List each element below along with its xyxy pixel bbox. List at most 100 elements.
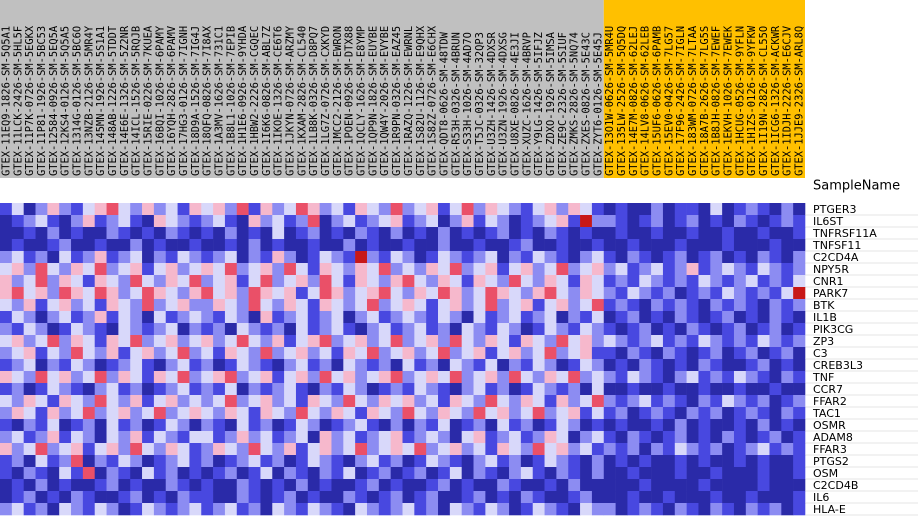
cell (177, 335, 190, 348)
cell (580, 263, 593, 276)
cell (722, 263, 735, 276)
cell (722, 491, 735, 504)
cell (47, 407, 60, 420)
cell (82, 503, 96, 516)
cell (473, 347, 486, 360)
cell (295, 203, 309, 216)
cell (651, 239, 664, 252)
cell (603, 299, 616, 312)
cell (532, 203, 545, 216)
cell (733, 407, 747, 420)
cell (402, 287, 415, 300)
sample-label: GTEX-1B8L1-1026-SM-7EPIB (225, 26, 237, 176)
cell (284, 467, 297, 480)
cell (556, 371, 569, 384)
cell (23, 419, 36, 432)
cell (603, 491, 616, 504)
cell (331, 299, 344, 312)
cell (473, 299, 486, 312)
cell (710, 371, 723, 384)
cell (236, 227, 249, 240)
cell (556, 311, 569, 324)
cell (248, 311, 261, 324)
cell (11, 263, 24, 276)
cell (556, 407, 569, 420)
cell (473, 275, 486, 288)
cell (201, 215, 214, 228)
cell (236, 215, 249, 228)
cell (118, 227, 131, 240)
cell (284, 215, 297, 228)
gene-label: PARK7 (813, 287, 848, 300)
cell (106, 275, 119, 288)
cell (366, 299, 380, 312)
cell (722, 275, 735, 288)
cell (142, 503, 155, 516)
cell (461, 371, 474, 384)
cell (769, 299, 782, 312)
cell (260, 215, 273, 228)
cell (733, 215, 747, 228)
cell (71, 479, 84, 492)
cell (82, 275, 96, 288)
cell (248, 491, 261, 504)
cell (343, 419, 356, 432)
gene-label: CNR1 (813, 275, 844, 288)
cell (497, 251, 510, 264)
cell (627, 491, 640, 504)
cell (390, 227, 403, 240)
cell (11, 431, 24, 444)
cell (532, 227, 545, 240)
cell (153, 311, 167, 324)
cell (461, 455, 474, 468)
gene-label: ZP3 (813, 335, 834, 348)
cell (414, 299, 427, 312)
cell (733, 491, 747, 504)
cell (698, 239, 711, 252)
cell (224, 323, 238, 336)
cell (615, 251, 628, 264)
cell (520, 347, 534, 360)
cell (520, 215, 534, 228)
cell (272, 467, 285, 480)
cell (0, 491, 13, 504)
cell (248, 299, 261, 312)
cell (189, 503, 202, 516)
cell (769, 443, 782, 456)
cell (497, 467, 510, 480)
cell (449, 419, 462, 432)
cell (248, 419, 261, 432)
cell (603, 215, 616, 228)
cell (733, 371, 747, 384)
cell (366, 323, 380, 336)
cell (438, 287, 451, 300)
cell (23, 239, 36, 252)
cell (177, 347, 190, 360)
cell (378, 239, 391, 252)
cell (544, 419, 557, 432)
cell (757, 275, 770, 288)
cell (165, 323, 178, 336)
cell (106, 203, 119, 216)
cell (390, 311, 403, 324)
gene-label: PTGER3 (813, 203, 856, 216)
cell (674, 227, 687, 240)
cell (544, 407, 557, 420)
cell (438, 479, 451, 492)
cell (177, 323, 190, 336)
cell (23, 491, 36, 504)
cell (118, 503, 131, 516)
cell (272, 227, 285, 240)
cell (153, 503, 167, 516)
cell (710, 239, 723, 252)
cell (331, 479, 344, 492)
cell (248, 203, 261, 216)
cell (153, 263, 167, 276)
cell (35, 239, 48, 252)
cell (414, 335, 427, 348)
cell (47, 203, 60, 216)
cell (213, 467, 226, 480)
cell (0, 215, 13, 228)
cell (793, 275, 806, 288)
cell (71, 239, 84, 252)
